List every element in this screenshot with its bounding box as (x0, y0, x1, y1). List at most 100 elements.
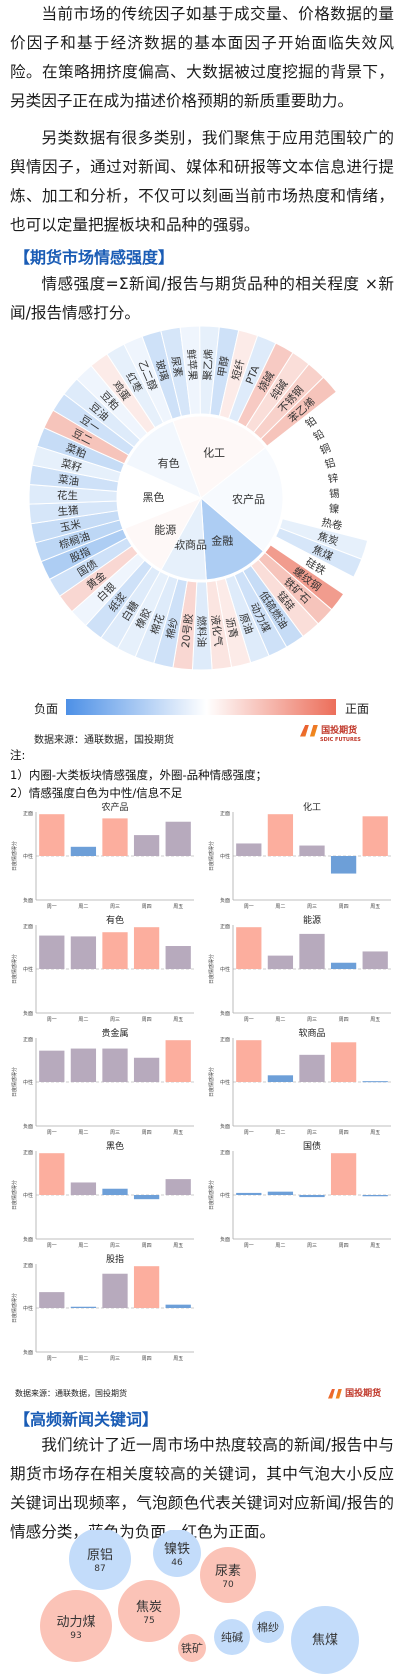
bar-chart-title-7: 国债 (303, 1140, 321, 1152)
bubble-count-4: 75 (143, 1616, 154, 1626)
sdic-logo-2-icon (328, 1388, 342, 1399)
bar-xtick-8-2: 周三 (110, 1356, 120, 1362)
outer-label-19: 焦炭 (316, 529, 340, 548)
bar-1-1 (267, 814, 294, 856)
outer-label-45: 菜油 (57, 473, 80, 489)
bar-2-4 (165, 946, 191, 969)
bar-4-2 (102, 1048, 128, 1082)
formula-text: 情感强度=Σ新闻/报告与期货品种的相关程度 ×新闻/报告情感打分。 (10, 275, 394, 322)
outer-label-5: 短纤 (229, 357, 247, 381)
outer-label-14: 铝 (323, 456, 337, 471)
outer-label-42: 玉米 (59, 517, 83, 534)
sdic-logo: 国投期货 SDIC FUTURES (300, 723, 361, 743)
bar-tick-3-2: 负面 (220, 1010, 230, 1017)
bar-tick-6-2: 负面 (23, 1236, 33, 1243)
outer-label-0: 玻璃 (153, 358, 172, 382)
bar-4-4 (165, 1040, 191, 1082)
bar-xtick-1-2: 周三 (307, 904, 317, 910)
bar-chart-title-2: 有色 (106, 914, 124, 926)
bubble-circle-7 (178, 1634, 206, 1662)
bubble-circle-1 (153, 1530, 201, 1577)
bar-tick-1-1: 中性 (220, 853, 230, 860)
bar-8-3 (133, 1266, 160, 1308)
bar-tick-8-2: 负面 (23, 1349, 33, 1356)
bar-3-4 (362, 951, 388, 969)
bar-2-0 (39, 935, 65, 969)
bar-chart-title-4: 贵金属 (101, 1027, 128, 1039)
bar-ylabel-8: 日度情感得分 (11, 1293, 18, 1323)
inner-label-1: 农产品 (232, 492, 265, 506)
bar-ylabel-3: 日度情感得分 (208, 954, 215, 984)
outer-label-16: 锡 (329, 487, 340, 500)
bar-1-4 (362, 816, 388, 856)
bar-tick-2-0: 正面 (23, 924, 33, 930)
keywords-paragraph: 我们统计了近一周市场中热度较高的新闻/报告中与期货市场存在相关度较高的关键词，其… (10, 1431, 394, 1547)
note-1: 1）内圈-大类板块情感强度，外圈-品种情感强度； (10, 768, 268, 782)
section-title-sentiment: 【期货市场情感强度】 (14, 248, 175, 267)
outer-label-17: 镍 (328, 502, 339, 516)
bar-xtick-7-0: 周一 (244, 1243, 254, 1249)
bar-chart-title-3: 能源 (303, 914, 321, 926)
bar-xtick-2-3: 周四 (142, 1017, 152, 1023)
outer-label-18: 热卷 (320, 516, 344, 533)
bar-chart-title-6: 黑色 (106, 1140, 124, 1152)
bar-8-4 (165, 1304, 191, 1308)
bar-xtick-6-2: 周三 (110, 1243, 120, 1249)
bar-xtick-5-0: 周一 (244, 1130, 254, 1136)
inner-label-3: 软商品 (174, 537, 207, 551)
bar-2-1 (70, 936, 97, 969)
bubble-circle-6 (252, 1611, 284, 1643)
outer-label-1: 尿素 (169, 355, 186, 378)
bubble-word-1: 镍铁 (164, 1542, 190, 1557)
bar-7-2 (299, 1195, 325, 1198)
bubble-5: 纯碱 (214, 1619, 250, 1655)
bar-tick-2-2: 负面 (23, 1010, 33, 1017)
bar-ylabel-5: 日度情感得分 (208, 1067, 215, 1097)
bar-0-1 (70, 846, 97, 856)
outer-label-30: 燃料油 (195, 616, 208, 648)
bar-3-3 (330, 962, 357, 969)
inner-slice-1 (200, 446, 284, 552)
bar-tick-1-2: 负面 (220, 897, 230, 904)
bubble-circle-8 (291, 1606, 359, 1674)
bubble-circle-0 (69, 1530, 131, 1590)
bar-xtick-2-2: 周三 (110, 1017, 120, 1023)
bubble-word-6: 棉纱 (257, 1620, 279, 1634)
bar-4-1 (70, 1048, 97, 1082)
outer-label-31: 20号胶 (179, 613, 196, 649)
inner-slice-2 (200, 496, 265, 581)
bubble-8: 焦煤 (291, 1606, 359, 1674)
bar-xtick-4-2: 周三 (110, 1130, 120, 1136)
bar-chart-title-1: 化工 (303, 801, 321, 813)
bar-xtick-8-0: 周一 (47, 1356, 57, 1362)
bar-xtick-3-3: 周四 (339, 1017, 349, 1023)
legend-gradient-bar (66, 699, 336, 715)
inner-label-4: 能源 (154, 522, 176, 536)
inner-label-6: 有色 (158, 456, 180, 470)
outer-label-4: 甲醇 (215, 354, 231, 377)
bar-xtick-8-4: 周五 (173, 1356, 183, 1362)
inner-slice-5 (118, 463, 203, 529)
bar-xtick-6-4: 周五 (173, 1243, 183, 1249)
bar-2-2 (102, 932, 128, 969)
note-2: 2）情感强度白色为中性/信息不足 (10, 786, 183, 800)
outer-label-43: 生猪 (57, 503, 80, 518)
bar-6-4 (165, 1179, 191, 1195)
outer-label-29: 液化气 (208, 614, 225, 647)
bar-2-3 (133, 927, 160, 969)
bar-xtick-2-4: 周五 (173, 1017, 183, 1023)
bar-3-0 (236, 927, 262, 969)
bar-6-3 (133, 1195, 160, 1200)
bar-tick-3-0: 正面 (220, 924, 230, 930)
sdic-logo-2: 国投期货 (328, 1386, 381, 1399)
intro-paragraph-2-text: 另类数据有很多类别，我们聚焦于应用范围较广的舆情因子，通过对新闻、媒体和研报等文… (10, 129, 394, 234)
bar-xtick-4-3: 周四 (142, 1130, 152, 1136)
bar-tick-7-0: 正面 (220, 1150, 230, 1156)
